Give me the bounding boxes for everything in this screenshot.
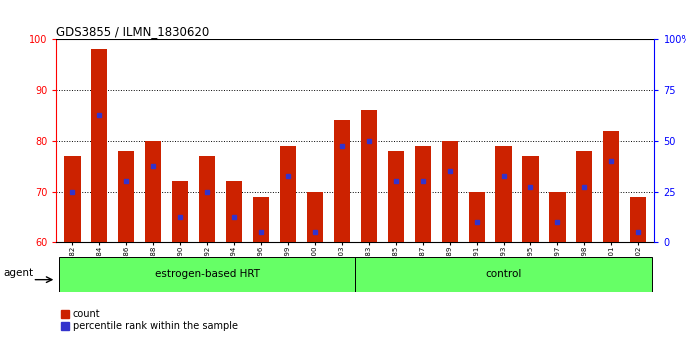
Text: estrogen-based HRT: estrogen-based HRT (154, 269, 259, 279)
Bar (576, 151, 593, 242)
Text: GDS3855 / ILMN_1830620: GDS3855 / ILMN_1830620 (56, 25, 209, 38)
Bar (469, 192, 485, 242)
Bar (334, 120, 350, 242)
Bar (253, 197, 269, 242)
Bar (630, 197, 646, 242)
Bar (414, 146, 431, 242)
Bar (603, 131, 619, 242)
Bar (388, 151, 404, 242)
Legend: count, percentile rank within the sample: count, percentile rank within the sample (61, 309, 238, 331)
Bar (442, 141, 458, 242)
Bar (91, 49, 108, 242)
Bar (145, 141, 161, 242)
Bar (307, 192, 323, 242)
Text: control: control (486, 269, 522, 279)
Bar (226, 181, 242, 242)
FancyBboxPatch shape (355, 257, 652, 292)
Bar (495, 146, 512, 242)
FancyBboxPatch shape (59, 257, 355, 292)
Bar (280, 146, 296, 242)
Bar (64, 156, 80, 242)
Bar (172, 181, 188, 242)
Bar (118, 151, 134, 242)
Bar (549, 192, 565, 242)
Bar (523, 156, 539, 242)
Text: agent: agent (3, 268, 34, 278)
Bar (361, 110, 377, 242)
Bar (199, 156, 215, 242)
